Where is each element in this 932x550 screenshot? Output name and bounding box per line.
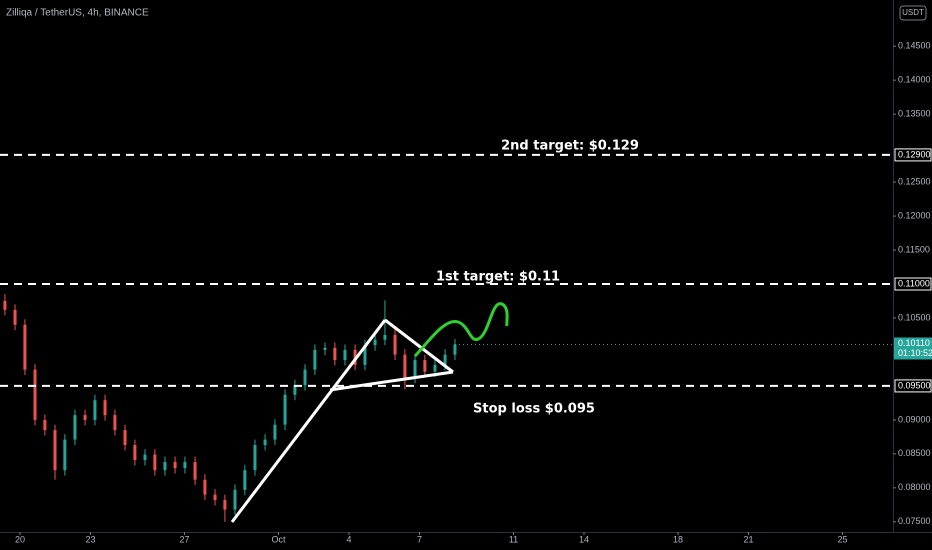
candle-body: [433, 364, 437, 372]
candle-body: [343, 349, 347, 361]
candle-body: [43, 419, 47, 431]
candle-body: [23, 324, 27, 370]
x-tick-label: 7: [417, 534, 422, 544]
level-axis-box: [894, 277, 932, 291]
candle-body: [373, 339, 377, 346]
level-axis-label: 0.11000: [898, 278, 930, 288]
trend-line: [384, 318, 454, 374]
candle-body: [123, 430, 127, 446]
candle-body: [203, 479, 207, 495]
candle-body: [133, 445, 137, 460]
candle-body: [103, 400, 107, 416]
countdown: 01:10:52: [898, 348, 932, 358]
candle-body: [403, 354, 407, 378]
candle-body: [293, 385, 297, 395]
projection-curve: [413, 302, 509, 358]
level-axis-label: 0.09500: [898, 380, 931, 390]
candle-body: [303, 369, 307, 386]
level-annotation: 1st target: $0.11: [436, 270, 560, 285]
trend-line: [230, 319, 387, 523]
trend-line: [329, 370, 454, 392]
candle-body: [233, 489, 237, 510]
candle-body: [13, 309, 17, 325]
candle-body: [323, 347, 327, 350]
currency: USDT: [902, 8, 924, 17]
currency-box: [899, 5, 927, 21]
x-tick-label: 18: [673, 534, 683, 544]
level-axis-box: [894, 148, 932, 162]
candle-body: [183, 462, 187, 469]
y-tick-label: 0.13500: [898, 109, 931, 119]
level-annotation: 2nd target: $0.129: [501, 138, 639, 153]
candle-body: [163, 462, 167, 471]
candle-body: [393, 334, 397, 355]
y-tick-label: 0.09000: [898, 414, 931, 424]
candle-body: [113, 415, 117, 431]
y-tick-label: 0.07500: [898, 516, 931, 526]
candle-body: [453, 344, 457, 355]
level-annotation: Stop loss $0.095: [473, 401, 595, 416]
candle-body: [53, 430, 57, 471]
candle-body: [193, 462, 197, 480]
candle-body: [383, 334, 387, 340]
y-tick-label: 0.12000: [898, 210, 931, 220]
y-tick-label: 0.12500: [898, 176, 931, 186]
candle-body: [283, 394, 287, 425]
x-tick-label: 25: [837, 534, 847, 544]
chart-title: Zilliqa / TetherUS, 4h, BINANCE: [6, 8, 149, 19]
x-tick-label: Oct: [271, 534, 286, 544]
candle-body: [3, 300, 7, 310]
x-tick-label: 21: [743, 534, 753, 544]
candle-body: [443, 354, 447, 365]
candle-body: [93, 400, 97, 420]
x-tick-label: 11: [509, 534, 518, 544]
y-tick-label: 0.08000: [898, 482, 931, 492]
candle-body: [423, 360, 427, 372]
y-tick-label: 0.10500: [898, 312, 931, 322]
level-axis-box: [894, 379, 932, 393]
candle-body: [153, 454, 157, 471]
candle-body: [413, 360, 417, 378]
y-tick-label: 0.14000: [898, 75, 931, 85]
last-price-box: [894, 337, 932, 360]
level-axis-label: 0.12900: [898, 149, 931, 159]
y-tick-label: 0.11500: [898, 244, 930, 254]
candle-body: [333, 347, 337, 361]
candle-body: [33, 369, 37, 420]
y-tick-label: 0.08500: [898, 448, 931, 458]
candle-body: [263, 439, 267, 446]
x-tick-label: 27: [179, 534, 189, 544]
last-price-label: 0.10110: [898, 338, 930, 348]
candle-body: [143, 454, 147, 460]
x-tick-label: 4: [346, 534, 351, 544]
candle-body: [213, 494, 217, 501]
candle-body: [83, 415, 87, 420]
candle-body: [253, 445, 257, 471]
candle-body: [273, 424, 277, 440]
x-tick-label: 14: [579, 534, 589, 544]
candle-body: [73, 415, 77, 440]
x-tick-label: 20: [15, 534, 25, 544]
x-tick-label: 23: [85, 534, 95, 544]
candle-body: [313, 349, 317, 370]
candle-body: [223, 500, 227, 510]
candle-body: [243, 470, 247, 490]
candle-body: [363, 345, 367, 365]
candle-body: [63, 439, 67, 471]
drawings: [230, 302, 509, 523]
candle-body: [173, 462, 177, 469]
y-tick-label: 0.14500: [898, 41, 931, 51]
